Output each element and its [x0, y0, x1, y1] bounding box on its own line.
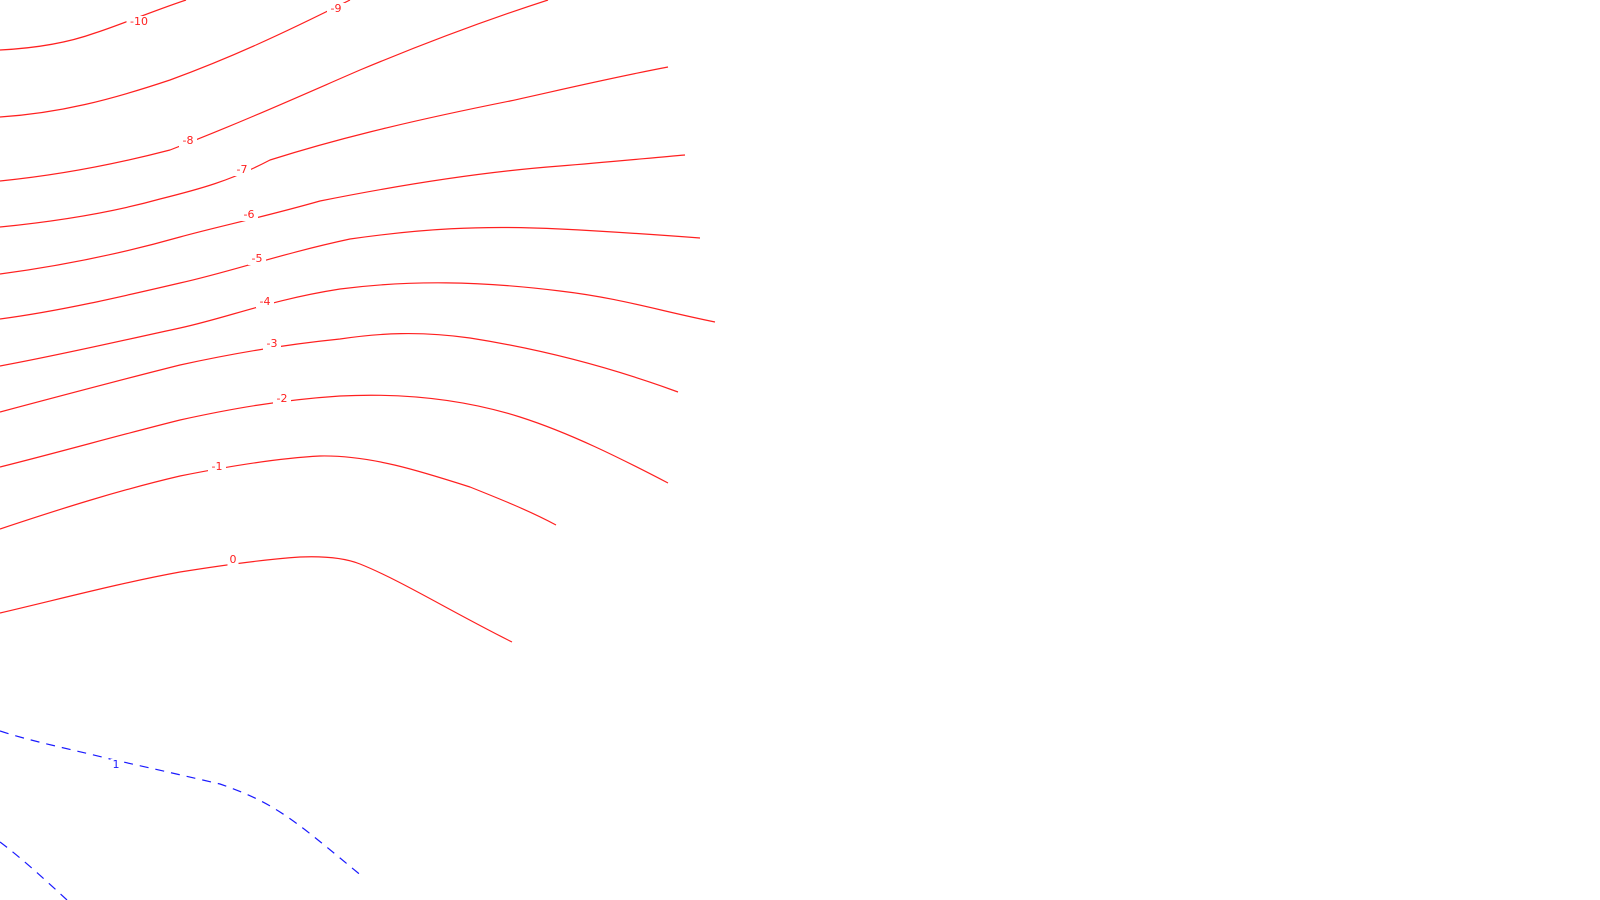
contour-level-1: 1 [0, 730, 364, 878]
contour-line [0, 556, 513, 643]
contour-level-neg4: -4 [0, 282, 716, 367]
contour-level-0: 0 [0, 553, 513, 643]
contour-label-background [248, 253, 266, 265]
contour-label: -8 [183, 134, 194, 147]
contour-line [0, 282, 716, 367]
contour-level-neg7: -7 [0, 66, 669, 228]
contour-line [0, 730, 364, 878]
contour-label-background [126, 16, 152, 28]
contour-label-background [110, 759, 122, 771]
contour-line [0, 394, 669, 484]
contour-label-background [233, 164, 251, 176]
contour-label-background [179, 135, 197, 147]
contour-label: -10 [130, 15, 148, 28]
contour-level-2 [0, 841, 68, 900]
contour-line [0, 154, 686, 275]
contour-level-neg9: -9 [0, 0, 351, 118]
contour-line [0, 455, 557, 530]
contour-label-background [263, 338, 281, 350]
contour-label-background [208, 461, 226, 473]
contour-label: -3 [267, 337, 278, 350]
contour-label: 1 [113, 758, 120, 771]
contour-line [0, 66, 669, 228]
contour-line [0, 0, 549, 182]
contour-label: -5 [252, 252, 263, 265]
contour-label: 0 [230, 553, 237, 566]
contour-level-neg8: -8 [0, 0, 549, 182]
contour-line [0, 0, 351, 118]
contour-line [0, 0, 187, 51]
contour-line [0, 226, 701, 320]
contour-label-background [240, 209, 258, 221]
contour-label: -1 [212, 460, 223, 473]
contour-label-background [273, 393, 291, 405]
contour-level-neg5: -5 [0, 226, 701, 320]
contour-level-neg2: -2 [0, 392, 669, 484]
contour-label-background [327, 3, 345, 15]
contour-label: -4 [260, 295, 271, 308]
contour-level-neg1: -1 [0, 455, 557, 530]
contour-level-neg3: -3 [0, 332, 679, 413]
contour-level-neg10: -10 [0, 0, 187, 51]
contour-label: -2 [277, 392, 288, 405]
contour-line [0, 841, 68, 900]
contour-label: -6 [244, 208, 255, 221]
contour-label-background [256, 296, 274, 308]
contour-label-background [227, 554, 239, 566]
contour-label: -7 [237, 163, 248, 176]
contour-level-neg6: -6 [0, 154, 686, 275]
contour-line [0, 332, 679, 413]
contour-layer: -10-9-8-7-6-5-4-3-2-101 [0, 0, 716, 900]
contour-label: -9 [331, 2, 342, 15]
